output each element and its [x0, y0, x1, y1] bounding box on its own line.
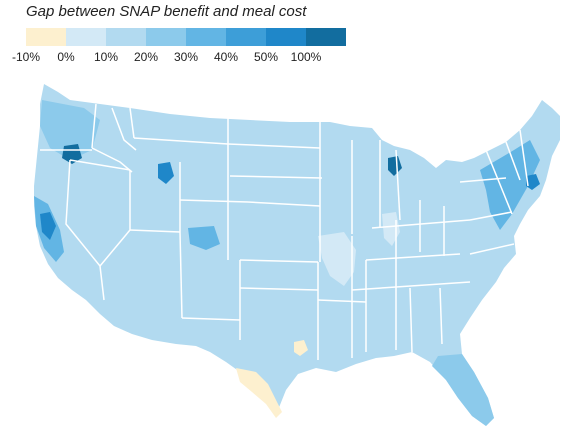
- florida-high-gap: [432, 354, 494, 426]
- state-border: [351, 281, 471, 291]
- bay-area-very-high-gap: [40, 212, 56, 240]
- wyoming-teton-very-high-gap: [158, 162, 174, 184]
- state-border: [519, 129, 529, 187]
- state-border: [239, 287, 319, 291]
- legend-tick-label: -10%: [11, 50, 41, 64]
- map-title: Gap between SNAP benefit and meal cost: [26, 3, 307, 20]
- legend-swatch-0: [26, 28, 66, 46]
- legend-tick-labels: -10% 0% 10% 20% 30% 40% 50% 100%: [12, 46, 346, 64]
- portland-oregon-very-high-gap: [62, 144, 82, 164]
- state-border: [65, 159, 105, 301]
- legend-swatch-2: [106, 28, 146, 46]
- color-legend: -10% 0% 10% 20% 30% 40% 50% 100%: [12, 28, 346, 64]
- legend-tick-label: 100%: [290, 50, 322, 64]
- legend-swatch-5: [226, 28, 266, 46]
- state-border: [181, 317, 241, 321]
- state-border: [129, 229, 181, 233]
- legend-tick-label: 50%: [253, 50, 279, 64]
- us-outline: [34, 84, 560, 426]
- legend-tick-label: 20%: [133, 50, 159, 64]
- state-border: [409, 287, 413, 353]
- legend-tick-label: 30%: [173, 50, 199, 64]
- legend-swatch-4: [186, 28, 226, 46]
- state-border: [179, 199, 249, 203]
- state-borders: [40, 103, 529, 360]
- state-border: [485, 149, 513, 215]
- legend-swatch-3: [146, 28, 186, 46]
- boston-very-high-gap: [526, 174, 540, 190]
- state-border: [439, 287, 443, 345]
- state-border: [371, 219, 471, 229]
- state-border: [111, 107, 137, 151]
- colorado-front-range-high-gap: [188, 226, 220, 250]
- state-border: [129, 107, 135, 139]
- mississippi-valley-low-gap: [318, 232, 356, 286]
- state-border: [395, 149, 401, 221]
- state-border: [227, 143, 321, 149]
- state-border: [69, 159, 131, 171]
- state-border: [229, 175, 323, 179]
- state-border: [133, 137, 229, 145]
- central-texas-negative-gap: [294, 340, 308, 356]
- michigan-north-very-high-gap: [388, 156, 402, 176]
- pacific-northwest-high-gap: [40, 100, 100, 160]
- state-border: [469, 243, 515, 255]
- legend-tick-label: 10%: [93, 50, 119, 64]
- state-border: [247, 201, 321, 207]
- legend-swatch-7: [306, 28, 346, 46]
- legend-color-bar: [26, 28, 346, 46]
- state-border: [469, 211, 513, 221]
- state-border: [179, 231, 183, 319]
- state-border: [91, 103, 97, 149]
- south-texas-negative-gap: [236, 368, 282, 418]
- us-landmass: [34, 84, 560, 426]
- state-border: [239, 259, 319, 263]
- legend-swatch-1: [66, 28, 106, 46]
- state-border: [91, 147, 133, 173]
- legend-swatch-6: [266, 28, 306, 46]
- legend-tick-label: 0%: [57, 50, 75, 64]
- state-border: [505, 141, 521, 181]
- legend-tick-label: 40%: [213, 50, 239, 64]
- state-border: [317, 299, 367, 303]
